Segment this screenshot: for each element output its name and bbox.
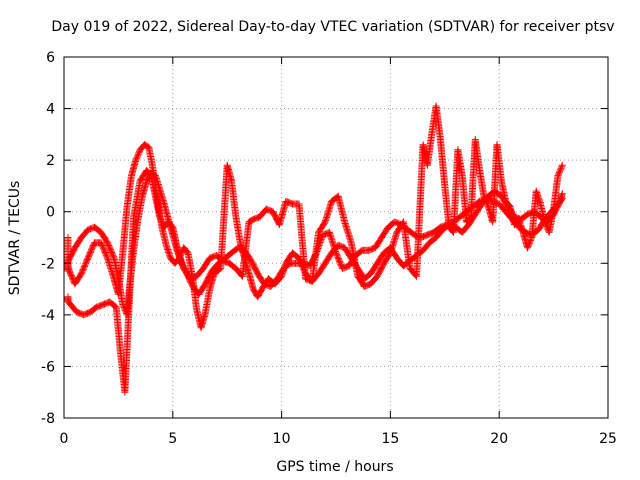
data-point — [157, 216, 165, 224]
y-tick-label: -8 — [41, 411, 55, 427]
x-tick-label: 5 — [168, 431, 177, 447]
data-point — [527, 235, 535, 243]
y-tick-label: 0 — [46, 205, 55, 221]
data-point — [132, 156, 140, 164]
data-point — [558, 163, 566, 171]
data-point — [480, 192, 488, 200]
data-point — [555, 169, 563, 177]
data-point — [483, 200, 491, 208]
data-point — [558, 190, 566, 198]
grid — [64, 57, 608, 418]
data-point — [541, 218, 549, 226]
data-point — [525, 239, 533, 247]
data-point — [483, 198, 490, 206]
y-axis-label: SDTVAR / TECUs — [7, 181, 23, 296]
y-tick-label: 2 — [46, 153, 55, 169]
data-point — [158, 217, 166, 225]
data-point — [481, 194, 489, 202]
data-point — [524, 242, 532, 250]
data-point — [481, 195, 489, 203]
data-point — [525, 241, 533, 249]
data-point — [81, 261, 89, 269]
data-point — [65, 266, 73, 274]
data-point — [555, 170, 563, 178]
data-point — [484, 201, 492, 209]
data-markers — [64, 102, 566, 396]
x-tick-label: 15 — [381, 431, 399, 447]
data-point — [557, 164, 565, 172]
y-tick-label: 4 — [46, 102, 55, 118]
data-point — [556, 166, 564, 174]
data-point — [524, 244, 531, 252]
data-point — [527, 236, 535, 244]
data-point — [554, 172, 562, 180]
data-point — [133, 153, 141, 161]
data-point — [558, 161, 566, 169]
data-point — [134, 150, 142, 158]
x-axis-label: GPS time / hours — [276, 459, 393, 475]
y-tick-label: 6 — [46, 50, 55, 66]
data-point — [482, 197, 490, 205]
chart-title: Day 019 of 2022, Sidereal Day-to-day VTE… — [51, 19, 614, 35]
y-tick-label: -6 — [41, 359, 55, 375]
data-point — [82, 260, 90, 268]
data-point — [156, 213, 164, 221]
y-tick-label: -4 — [41, 308, 55, 324]
axes: 0 5 10 15 20 25 -8 -6 -4 -2 0 2 4 6 — [41, 50, 617, 447]
plot-frame — [63, 56, 609, 419]
series-track-b — [64, 141, 566, 332]
data-point — [134, 152, 142, 160]
data-point — [556, 167, 564, 175]
data-point — [135, 149, 143, 157]
y-tick-label: -2 — [41, 256, 55, 272]
x-tick-label: 0 — [60, 431, 69, 447]
data-point — [132, 155, 140, 163]
x-tick-label: 20 — [490, 431, 508, 447]
data-point — [526, 238, 534, 246]
x-tick-label: 10 — [273, 431, 291, 447]
data-point — [103, 253, 111, 261]
x-tick-label: 25 — [599, 431, 617, 447]
series-track-c — [64, 102, 566, 396]
data-point — [156, 214, 164, 222]
